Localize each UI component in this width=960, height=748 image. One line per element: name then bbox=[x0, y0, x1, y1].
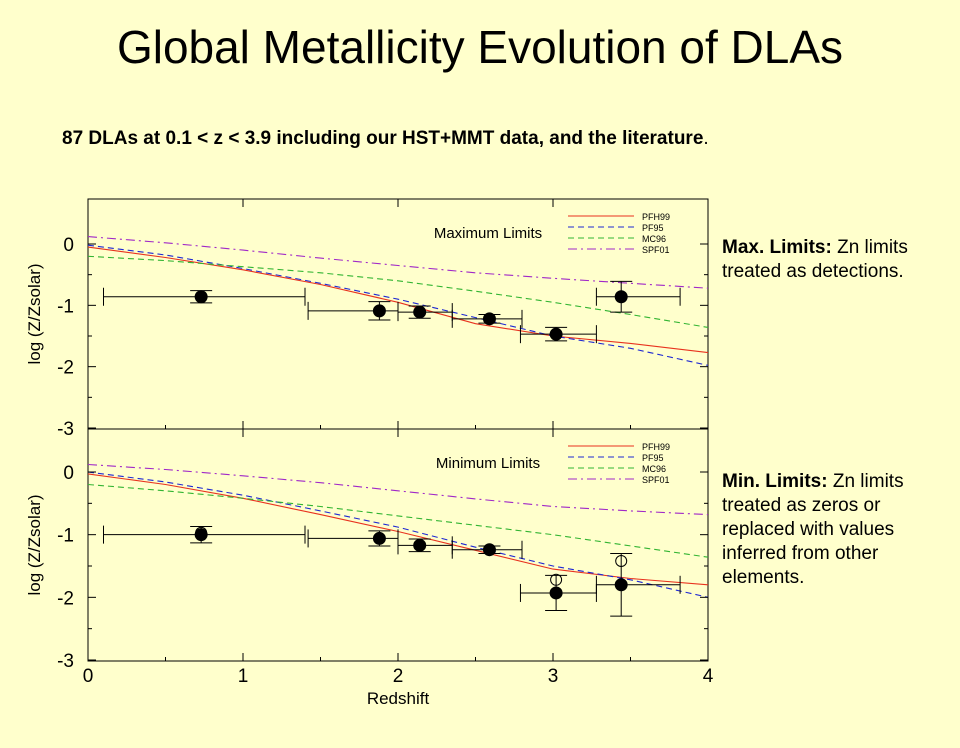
max-ytick-label: -2 bbox=[57, 358, 74, 379]
min-ylabel: log (Z/Zsolar) bbox=[25, 494, 44, 595]
xtick-label: 2 bbox=[393, 666, 404, 687]
max-legend-label-pf95: PF95 bbox=[642, 223, 664, 233]
min-data-point-open bbox=[195, 526, 208, 539]
max-series-spf01 bbox=[87, 236, 709, 289]
max-legend-label-spf01: SPF01 bbox=[642, 245, 670, 255]
min-data-point bbox=[614, 578, 628, 592]
min-data-point bbox=[413, 538, 427, 552]
max-data-point bbox=[372, 304, 386, 318]
min-data-point bbox=[482, 543, 496, 557]
max-panel-title: Maximum Limits bbox=[434, 225, 542, 242]
min-panel-title: Minimum Limits bbox=[436, 455, 540, 472]
max-legend-label-mc96: MC96 bbox=[642, 234, 666, 244]
xtick-label: 3 bbox=[548, 666, 559, 687]
min-ytick-label: -3 bbox=[57, 651, 74, 672]
xtick-label: 0 bbox=[83, 666, 94, 687]
max-limits-note: Max. Limits: Zn limits treated as detect… bbox=[722, 236, 937, 284]
max-limits-label: Max. Limits: bbox=[722, 237, 832, 258]
min-ytick-label: 0 bbox=[63, 463, 74, 484]
slide-title: Global Metallicity Evolution of DLAs bbox=[116, 21, 844, 73]
min-legend-label-spf01: SPF01 bbox=[642, 475, 670, 485]
max-ytick-label: -1 bbox=[57, 296, 74, 317]
min-legend-label-mc96: MC96 bbox=[642, 464, 666, 474]
slide-subtitle: 87 DLAs at 0.1 < z < 3.9 including our H… bbox=[62, 128, 709, 150]
max-limits-panel: 0 -1 -2 -3 log (Z/Zsolar) Maximum Limits PFH99… bbox=[25, 212, 709, 440]
max-data-point bbox=[614, 290, 628, 304]
xlabel: Redshift bbox=[367, 689, 430, 708]
min-limits-label: Min. Limits: bbox=[722, 471, 828, 492]
max-data-point bbox=[549, 327, 563, 341]
xtick-label: 1 bbox=[238, 666, 249, 687]
min-limits-text: Zn limits treated as zeros or replaced w… bbox=[722, 471, 904, 588]
max-data-point bbox=[413, 305, 427, 319]
min-data-point bbox=[549, 586, 563, 600]
max-series-pf95 bbox=[87, 244, 709, 366]
min-limits-note: Min. Limits: Zn limits treated as zeros … bbox=[722, 470, 937, 590]
subtitle-text: 87 DLAs at 0.1 < z < 3.9 including our H… bbox=[62, 128, 704, 149]
max-ylabel: log (Z/Zsolar) bbox=[25, 263, 44, 364]
min-series-pf95 bbox=[87, 471, 709, 598]
min-series-spf01 bbox=[87, 463, 709, 516]
min-data-point bbox=[372, 531, 386, 545]
xtick-label: 4 bbox=[703, 666, 714, 687]
max-ytick-label: -3 bbox=[57, 419, 74, 440]
max-series-mc96 bbox=[87, 255, 709, 328]
min-data-point-open bbox=[550, 573, 563, 586]
min-legend-label-pf95: PF95 bbox=[642, 453, 664, 463]
subtitle-period: . bbox=[703, 128, 709, 149]
max-limits-text: Zn limits treated as detections. bbox=[722, 237, 908, 282]
min-data-point-open bbox=[615, 554, 628, 567]
min-limits-panel: 0 -1 -2 -3 log (Z/Zsolar) Minimum Limits PFH99… bbox=[25, 442, 709, 672]
min-ytick-label: -2 bbox=[57, 588, 74, 609]
min-ytick-label: -1 bbox=[57, 526, 74, 547]
max-data-point bbox=[482, 312, 496, 326]
max-series-pfh99 bbox=[87, 246, 709, 354]
min-legend-label-pfh99: PFH99 bbox=[642, 442, 670, 452]
min-data-point bbox=[194, 528, 208, 542]
max-data-point bbox=[194, 290, 208, 304]
max-ytick-label: 0 bbox=[63, 235, 74, 256]
min-series-mc96 bbox=[87, 483, 709, 558]
max-legend-label-pfh99: PFH99 bbox=[642, 212, 670, 222]
